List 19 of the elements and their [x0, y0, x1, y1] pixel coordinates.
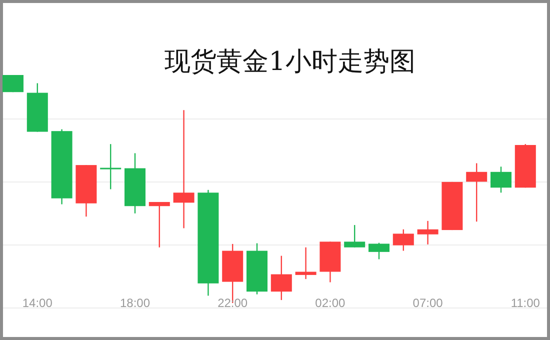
candlestick: [344, 224, 366, 248]
candlestick: [2, 74, 24, 93]
candlestick: [490, 166, 512, 194]
candlestick: [417, 220, 438, 246]
candlestick: [173, 110, 194, 229]
candlestick: [392, 228, 414, 252]
candlestick: [148, 201, 170, 248]
candlestick: [100, 143, 122, 190]
x-tick-label: 22:00: [218, 296, 248, 310]
candlestick: [466, 162, 488, 222]
x-tick-label: 14:00: [22, 296, 53, 310]
chart-title: 现货黄金1小时走势图: [164, 47, 416, 77]
x-tick-label: 02:00: [315, 296, 346, 310]
x-tick-label: 11:00: [510, 296, 540, 310]
x-tick-label: 18:00: [120, 296, 150, 310]
candlestick: [368, 242, 390, 260]
x-tick-label: 07:00: [412, 296, 444, 310]
candlestick: [270, 255, 292, 301]
candlestick: [295, 246, 316, 280]
